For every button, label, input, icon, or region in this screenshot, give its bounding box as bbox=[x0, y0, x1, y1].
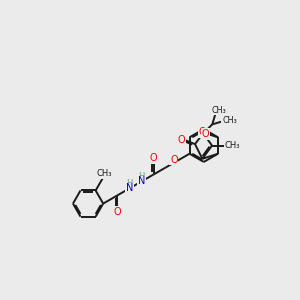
Text: CH₃: CH₃ bbox=[212, 106, 226, 115]
Text: CH₃: CH₃ bbox=[222, 116, 237, 125]
Text: O: O bbox=[177, 134, 185, 145]
Text: O: O bbox=[202, 129, 209, 139]
Text: O: O bbox=[114, 207, 121, 217]
Text: O: O bbox=[170, 154, 178, 164]
Text: CH₃: CH₃ bbox=[224, 141, 240, 150]
Text: O: O bbox=[199, 127, 206, 137]
Text: H: H bbox=[126, 179, 133, 188]
Text: N: N bbox=[126, 183, 133, 194]
Text: H: H bbox=[138, 172, 145, 181]
Text: O: O bbox=[150, 153, 158, 163]
Text: CH₃: CH₃ bbox=[96, 169, 112, 178]
Text: N: N bbox=[138, 176, 145, 186]
